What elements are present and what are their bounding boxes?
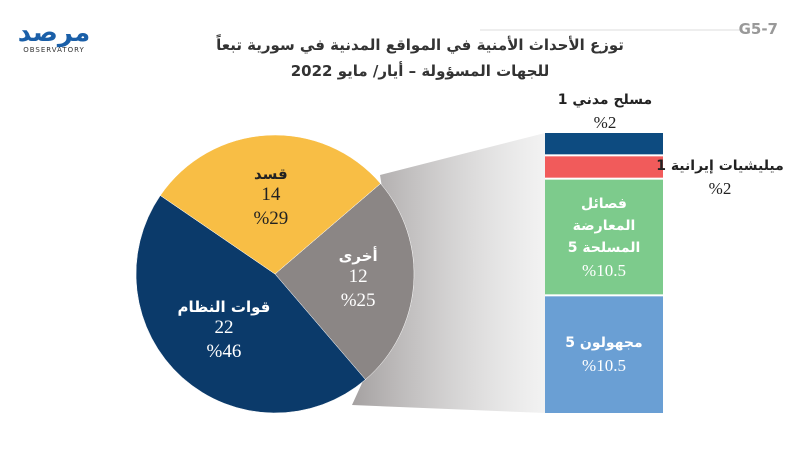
bar-segment: [545, 133, 663, 155]
bar-percent: %2: [593, 113, 617, 132]
slice-value: 14: [261, 183, 281, 205]
bar-label-name: ميليشيات إيرانية 1: [656, 155, 784, 177]
pie-slice: [159, 134, 381, 275]
slice-name: قوات النظام: [177, 297, 271, 316]
pie-slice: [274, 183, 415, 380]
bar-percent: %10.5: [582, 355, 626, 375]
bar-name: مسلح مدني: [572, 92, 653, 108]
slice-label: قسد 14 %29: [253, 165, 288, 231]
slice-value: 12: [348, 266, 368, 288]
bar-segment: [545, 156, 663, 178]
chart-code: G5-7: [738, 20, 778, 38]
slice-name: أخرى: [338, 247, 378, 266]
bar-segment: [545, 296, 663, 413]
bar-label-name: مجهولون 5: [548, 332, 660, 354]
bar-segment: [545, 179, 663, 295]
slice-label: قوات النظام 22 %46: [178, 298, 271, 364]
pie-slice: [135, 195, 366, 414]
slice-percent: %46: [206, 340, 242, 362]
bar-value: 5: [565, 334, 576, 351]
bar-value: 5: [567, 240, 578, 256]
bar-label: مجهولون 5 %10.5: [548, 332, 660, 378]
bar-value: 1: [656, 158, 666, 174]
bar-name: فصائل المعارضة المسلحة: [572, 196, 641, 256]
slice-label: أخرى 12 %25: [339, 247, 378, 313]
bar-percent: %2: [708, 179, 732, 198]
bar-label: ميليشيات إيرانية 1 %2: [656, 155, 784, 201]
slice-percent: %25: [340, 290, 376, 312]
bar-label-name: مسلح مدني 1: [558, 89, 652, 111]
bar-percent: %10.5: [582, 261, 626, 280]
bar-value: 1: [557, 92, 568, 108]
chart-title: للجهات المسؤولة – أيار/ مايو 2022: [290, 62, 550, 80]
logo-text: مرصد: [17, 18, 91, 48]
slice-name: قسد: [253, 164, 288, 183]
bar-label: مسلح مدني 1 %2: [558, 89, 652, 135]
connector: [352, 133, 545, 413]
bar-name: مجهولون: [579, 334, 643, 351]
logo: مرصد OBSERVATORY: [14, 20, 94, 54]
bar-label-name: فصائل المعارضة المسلحة 5: [548, 193, 660, 259]
bar-name: ميليشيات إيرانية: [670, 158, 784, 174]
slice-value: 22: [214, 316, 234, 338]
slice-percent: %29: [253, 207, 289, 229]
chart-title: توزع الأحداث الأمنية في المواقع المدنية …: [216, 36, 624, 54]
logo-subtext: OBSERVATORY: [23, 46, 85, 54]
bar-label: فصائل المعارضة المسلحة 5 %10.5: [548, 193, 660, 283]
